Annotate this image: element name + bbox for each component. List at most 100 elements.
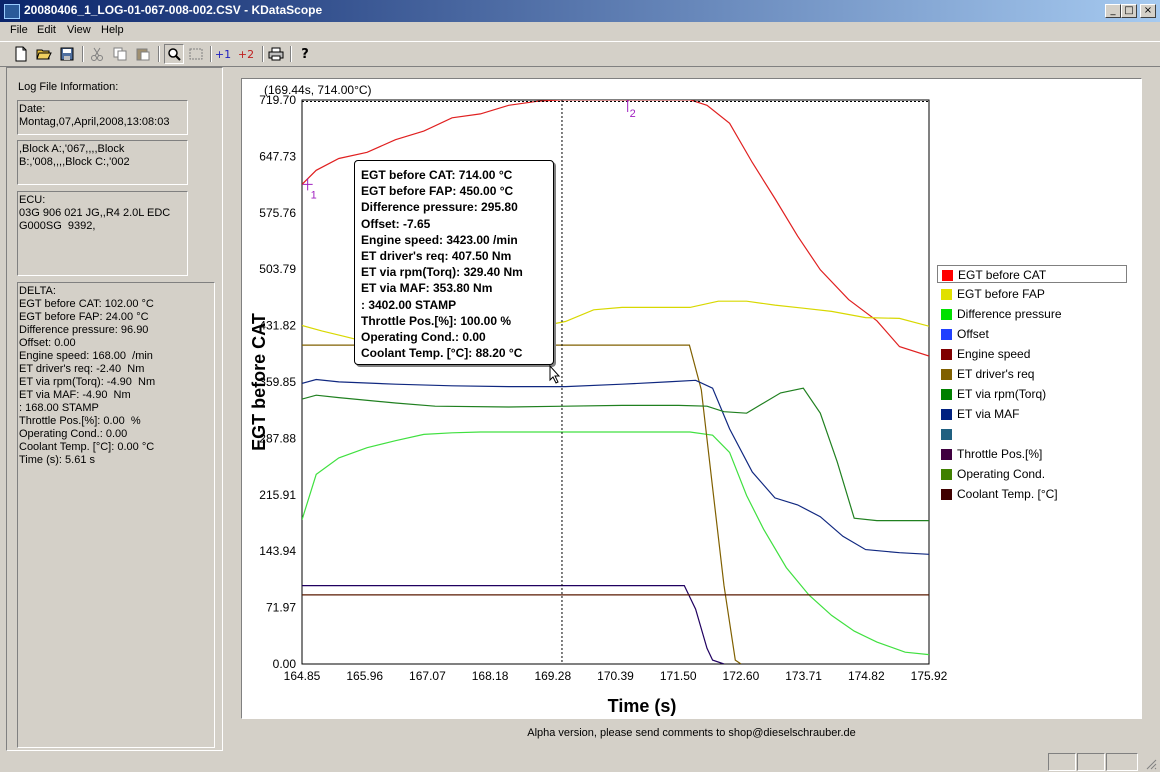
- legend-item[interactable]: ET via rpm(Torq): [937, 385, 1127, 403]
- legend-item[interactable]: Engine speed: [937, 345, 1127, 363]
- paste-icon[interactable]: [134, 45, 152, 63]
- marker-1-label: 1: [311, 189, 317, 201]
- save-icon[interactable]: [58, 45, 76, 63]
- x-tick-label: 170.39: [597, 669, 634, 683]
- menu-help[interactable]: Help: [101, 24, 124, 36]
- legend-item[interactable]: Operating Cond.: [937, 465, 1127, 483]
- status-message: Alpha version, please send comments to s…: [527, 727, 856, 739]
- toolbar-separator: [82, 46, 84, 62]
- y-tick-label: 0.00: [273, 657, 297, 671]
- x-axis-label: Time (s): [608, 696, 677, 716]
- zoom-icon[interactable]: [164, 44, 184, 64]
- maximize-button[interactable]: □: [1121, 4, 1137, 18]
- legend-item[interactable]: ET via MAF: [937, 405, 1127, 423]
- tooltip-line: EGT before CAT: 714.00 °C: [361, 168, 513, 182]
- series-line-2: [302, 431, 929, 656]
- help-icon[interactable]: ?: [301, 46, 309, 62]
- legend-item[interactable]: Throttle Pos.[%]: [937, 445, 1127, 463]
- y-tick-label: 143.94: [259, 544, 296, 558]
- y-tick-labels: 719.70 647.73 575.76 503.79 431.82 359.85 287.…: [259, 93, 296, 671]
- date-box: Date: Montag,07,April,2008,13:08:03: [17, 100, 188, 135]
- cursor-readout: (169.44s, 714.00°C): [264, 83, 372, 97]
- app-icon: [4, 4, 20, 19]
- y-tick-label: 647.73: [259, 149, 296, 163]
- open-icon[interactable]: [35, 45, 53, 63]
- menu-view[interactable]: View: [67, 24, 91, 36]
- tooltip-line: ET driver's req: 407.50 Nm: [361, 249, 512, 264]
- legend-swatch: [941, 429, 952, 440]
- legend-item[interactable]: Offset: [937, 325, 1127, 343]
- status-pane: [1048, 753, 1076, 771]
- marker2-icon[interactable]: +2: [237, 47, 255, 61]
- legend-item[interactable]: [937, 425, 1127, 443]
- legend-swatch: [941, 389, 952, 400]
- legend-item[interactable]: EGT before CAT: [937, 265, 1127, 283]
- toolbar: +1 +2 ?: [0, 41, 1160, 67]
- chart-legend: EGT before CAT EGT before FAP Difference p…: [937, 265, 1137, 505]
- series-line-0: [302, 100, 929, 357]
- overlay-layer: 12: [302, 100, 929, 664]
- legend-item[interactable]: Difference pressure: [937, 305, 1127, 323]
- x-tick-label: 168.18: [472, 669, 509, 683]
- legend-label: Difference pressure: [957, 307, 1062, 321]
- legend-swatch: [941, 369, 952, 380]
- menu-edit[interactable]: Edit: [37, 24, 56, 36]
- legend-label: Operating Cond.: [957, 467, 1046, 481]
- legend-swatch: [941, 349, 952, 360]
- y-tick-label: 431.82: [259, 319, 296, 333]
- series-line-3: [302, 344, 742, 664]
- legend-swatch: [941, 309, 952, 320]
- toolbar-separator: [210, 46, 212, 62]
- legend-item[interactable]: EGT before FAP: [937, 285, 1127, 303]
- x-tick-label: 164.85: [284, 669, 321, 683]
- y-tick-label: 503.79: [259, 262, 296, 276]
- legend-swatch: [941, 489, 952, 500]
- marker1-icon[interactable]: +1: [214, 47, 232, 61]
- x-tick-label: 174.82: [848, 669, 885, 683]
- tooltip-line: Difference pressure: 295.80: [361, 200, 518, 215]
- legend-swatch: [941, 329, 952, 340]
- print-icon[interactable]: [267, 45, 285, 63]
- select-icon[interactable]: [187, 45, 205, 63]
- x-tick-labels: 164.85 165.96 167.07 168.18 169.28 170.39 171.…: [284, 669, 948, 683]
- tooltip-line: Coolant Temp. [°C]: 88.20 °C: [361, 346, 523, 361]
- log-info-panel: Log File Information: Date: Montag,07,Ap…: [6, 67, 223, 751]
- legend-label: ET via MAF: [957, 407, 1020, 421]
- legend-label: Throttle Pos.[%]: [957, 447, 1043, 461]
- x-tick-label: 169.28: [534, 669, 571, 683]
- y-tick-label: 215.91: [259, 488, 296, 502]
- tooltip-line: Engine speed: 3423.00 /min: [361, 232, 518, 247]
- legend-label: ET driver's req: [957, 367, 1035, 381]
- close-button[interactable]: ×: [1140, 4, 1156, 18]
- menu-file[interactable]: File: [10, 24, 28, 36]
- y-tick-label: 575.76: [259, 206, 296, 220]
- toolbar-separator: [158, 46, 160, 62]
- x-tick-label: 171.50: [660, 669, 697, 683]
- x-tick-label: 175.92: [911, 669, 948, 683]
- block-box: ,Block A:,'067,,,,Block B:,'008,,,,Block…: [17, 140, 188, 185]
- y-tick-label: 287.88: [259, 431, 296, 445]
- toolbar-separator: [262, 46, 264, 62]
- cut-icon[interactable]: [88, 45, 106, 63]
- legend-label: ET via rpm(Torq): [957, 387, 1047, 401]
- tooltip-line: EGT before FAP: 450.00 °C: [361, 184, 514, 199]
- y-axis-label: EGT before CAT: [249, 313, 269, 451]
- tooltip-line: ET via rpm(Torq): 329.40 Nm: [361, 265, 523, 280]
- ecu-box: ECU: 03G 906 021 JG,,R4 2.0L EDC G000SG …: [17, 191, 188, 276]
- status-pane: [1106, 753, 1138, 771]
- status-bar: [0, 751, 1160, 772]
- marker-2-label: 2: [630, 108, 636, 120]
- legend-item[interactable]: Coolant Temp. [°C]: [937, 485, 1127, 503]
- status-pane: [1077, 753, 1105, 771]
- minimize-button[interactable]: _: [1105, 4, 1121, 18]
- resize-grip-icon[interactable]: [1145, 758, 1157, 770]
- legend-label: Offset: [957, 327, 989, 341]
- new-icon[interactable]: [12, 45, 30, 63]
- series-line-5: [302, 387, 929, 522]
- legend-label: Coolant Temp. [°C]: [957, 487, 1058, 501]
- legend-item[interactable]: ET driver's req: [937, 365, 1127, 383]
- legend-swatch: [942, 270, 953, 281]
- copy-icon[interactable]: [111, 45, 129, 63]
